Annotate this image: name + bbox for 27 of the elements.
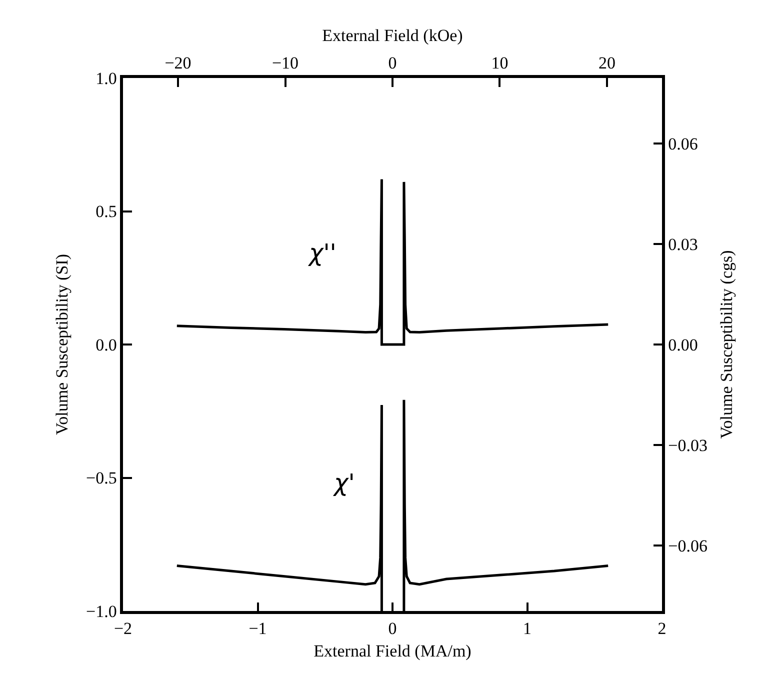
y2-tick-label: 0.06 (668, 134, 698, 154)
y-tick-label: 0.5 (96, 202, 117, 222)
x2-tick-label: −20 (164, 53, 192, 72)
x2-tick-label: 0 (388, 53, 397, 72)
y-tick-label: 0.0 (96, 335, 117, 354)
y2-tick-label: 0.03 (668, 235, 698, 254)
y2-tick-label: 0.00 (668, 335, 698, 354)
series-label: χ' (332, 469, 355, 497)
y2-axis-title: Volume Susceptibility (cgs) (716, 250, 736, 439)
y-axis-title: Volume Susceptibility (SI) (52, 254, 72, 436)
y-tick-label: 1.0 (96, 68, 117, 88)
y2-tick-label: −0.06 (668, 536, 708, 556)
x-tick-label: 2 (658, 619, 666, 638)
x-tick-label: −2 (114, 619, 132, 638)
line-series (176, 178, 610, 346)
x-tick-label: −1 (248, 619, 267, 638)
y-tick-label: −0.5 (86, 468, 117, 488)
x2-tick-label: −10 (272, 53, 299, 72)
x2-axis-title: External Field (kOe) (322, 26, 463, 45)
x-tick-label: 1 (523, 619, 532, 638)
series-label: χ'' (307, 239, 336, 267)
y-tick-label: −1.0 (86, 602, 117, 621)
x2-tick-label: 10 (491, 53, 508, 72)
y2-tick-label: −0.03 (668, 436, 708, 455)
x-axis-title: External Field (MA/m) (314, 642, 472, 661)
x2-tick-label: 20 (598, 53, 616, 72)
x-tick-label: 0 (388, 619, 397, 638)
